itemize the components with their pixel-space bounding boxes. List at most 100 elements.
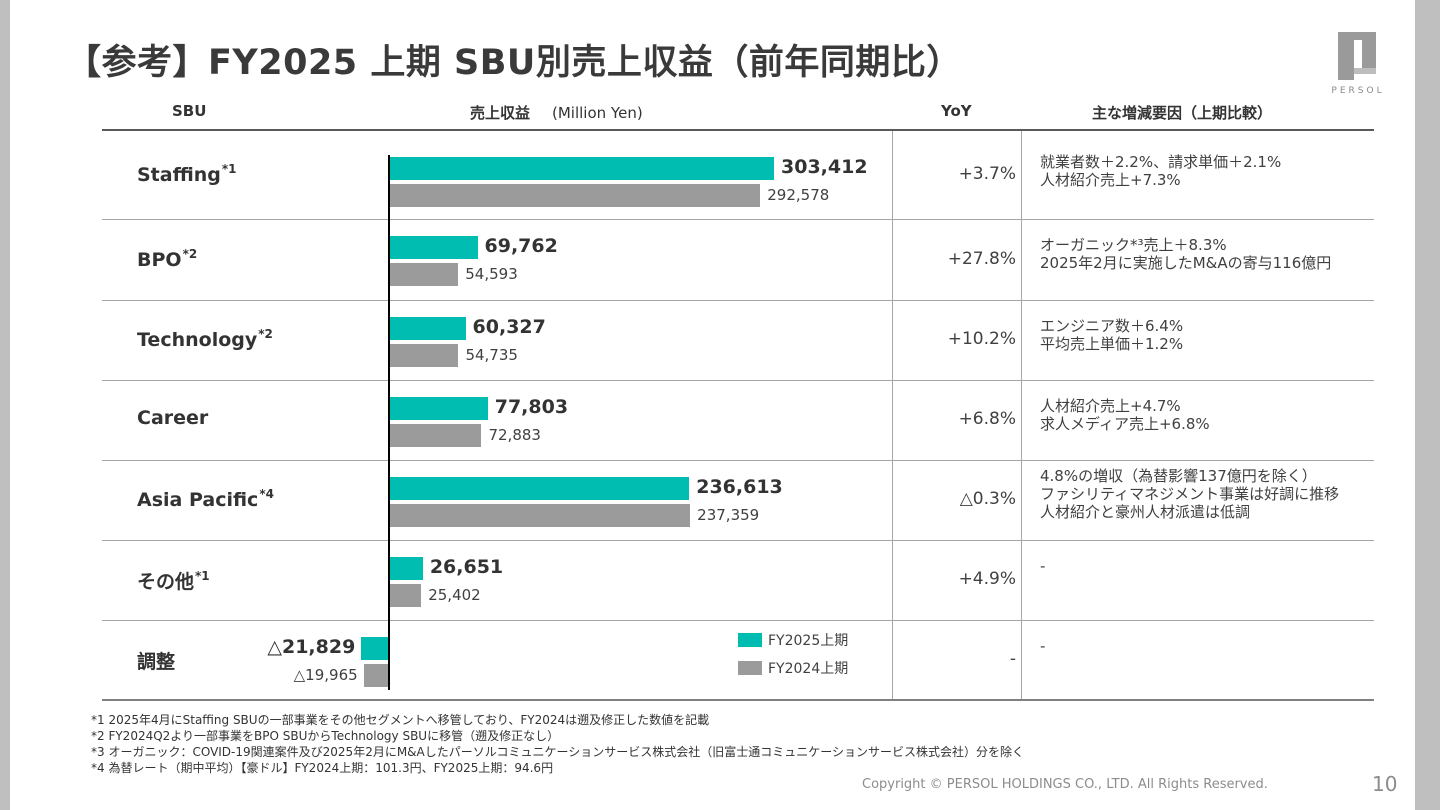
data-label-fy2024: 237,359 xyxy=(697,506,760,524)
data-label-fy2025: 236,613 xyxy=(696,476,783,498)
bar-fy2024 xyxy=(389,424,482,447)
factor-text: 人材紹介売上+7.3% xyxy=(1040,171,1181,189)
bar-fy2025 xyxy=(389,157,774,180)
bar-fy2024 xyxy=(389,344,459,367)
yoy-value: - xyxy=(1009,648,1016,669)
data-label-fy2024: 54,593 xyxy=(465,265,518,283)
bar-fy2024 xyxy=(389,584,422,607)
header-revenue: 売上収益 (Million Yen) xyxy=(470,102,643,123)
header-revenue-label: 売上収益 xyxy=(470,104,531,122)
data-label-fy2025: 26,651 xyxy=(429,556,504,578)
bar-fy2024 xyxy=(389,504,691,527)
sbu-name: Technology*2 xyxy=(137,327,273,351)
factor-text: - xyxy=(1040,557,1046,575)
sbu-label: Career xyxy=(137,407,209,429)
bar-fy2024 xyxy=(389,263,459,286)
data-label-fy2025: △21,829 xyxy=(267,636,356,658)
bar-fy2025 xyxy=(389,317,466,340)
legend-fy2024: FY2024上期 xyxy=(738,658,848,678)
factor-text: オーガニック*³売上＋8.3% xyxy=(1040,236,1227,254)
sbu-name: Asia Pacific*4 xyxy=(137,487,274,511)
legend-swatch xyxy=(738,633,762,647)
data-label-fy2025: 303,412 xyxy=(781,156,868,178)
bar-fy2025 xyxy=(389,397,488,420)
data-label-fy2024: 25,402 xyxy=(428,586,481,604)
persol-logo: PERSOL xyxy=(1328,30,1388,100)
chart-axis xyxy=(388,155,390,690)
sbu-label: Asia Pacific xyxy=(137,489,259,511)
yoy-value: △0.3% xyxy=(959,489,1016,509)
legend-fy2025: FY2025上期 xyxy=(738,630,848,650)
yoy-value: +10.2% xyxy=(947,329,1016,349)
row-divider xyxy=(102,380,1374,381)
data-label-fy2024: 54,735 xyxy=(465,346,518,364)
header-divider xyxy=(102,129,1374,131)
copyright: Copyright © PERSOL HOLDINGS CO., LTD. Al… xyxy=(862,777,1268,792)
data-label-fy2025: 69,762 xyxy=(484,235,558,257)
header-yoy: YoY xyxy=(941,102,972,120)
sbu-label: その他 xyxy=(137,571,195,593)
slide-border-left xyxy=(0,0,10,810)
header-sbu: SBU xyxy=(172,102,207,120)
row-divider xyxy=(102,540,1374,541)
table-bottom-line xyxy=(102,699,1374,701)
footnote-ref: *2 xyxy=(182,246,198,261)
bar-fy2025 xyxy=(389,236,478,259)
sbu-label: 調整 xyxy=(137,650,176,673)
yoy-value: +4.9% xyxy=(958,569,1016,589)
yoy-value: +6.8% xyxy=(958,409,1016,429)
sbu-label: BPO xyxy=(137,248,182,271)
sbu-name: 調整 xyxy=(137,647,175,674)
legend-label: FY2025上期 xyxy=(768,633,849,649)
bar-fy2024 xyxy=(363,664,389,687)
data-label-fy2024: 72,883 xyxy=(488,426,541,444)
legend-swatch xyxy=(738,661,762,675)
header-factors: 主な増減要因（上期比較） xyxy=(1092,104,1273,122)
footnote-ref: *4 xyxy=(259,487,274,501)
footnote-ref: *2 xyxy=(258,327,273,341)
sbu-label: Technology xyxy=(137,329,258,351)
footnote-ref: *1 xyxy=(195,569,210,583)
slide-title: 【参考】FY2025 上期 SBU別売上収益（前年同期比） xyxy=(66,43,962,83)
factor-text: - xyxy=(1040,637,1046,655)
factor-text: ファシリティマネジメント事業は好調に推移 xyxy=(1040,485,1340,503)
persol-logo-icon xyxy=(1338,32,1376,80)
bar-fy2025 xyxy=(361,637,389,660)
column-divider xyxy=(892,131,893,699)
sbu-name: その他*1 xyxy=(137,567,210,594)
footnotes: *1 2025年4月にStaffing SBUの一部事業をその他セグメントへ移管… xyxy=(91,712,1024,776)
factor-text: 人材紹介売上+4.7% xyxy=(1040,397,1181,415)
sbu-name: BPO*2 xyxy=(137,247,197,271)
row-divider xyxy=(102,460,1374,461)
data-label-fy2025: 60,327 xyxy=(472,316,546,338)
footnote: *2 FY2024Q2より一部事業をBPO SBUからTechnology SB… xyxy=(91,729,560,743)
header-unit: (Million Yen) xyxy=(552,104,643,122)
row-divider xyxy=(102,219,1374,220)
factor-text: エンジニア数＋6.4% xyxy=(1040,317,1184,335)
factor-text: 求人メディア売上+6.8% xyxy=(1040,415,1210,433)
factor-text: 人材紹介と豪州人材派遣は低調 xyxy=(1040,503,1251,521)
footnote: *3 オーガニック：COVID-19関連案件及び2025年2月にM&Aしたパーソ… xyxy=(91,745,1025,759)
data-label-fy2024: 292,578 xyxy=(767,186,830,204)
bar-fy2024 xyxy=(389,184,761,207)
footnote: *1 2025年4月にStaffing SBUの一部事業をその他セグメントへ移管… xyxy=(91,713,710,727)
legend-label: FY2024上期 xyxy=(768,661,849,677)
factor-text: 2025年2月に実施したM&Aの寄与116億円 xyxy=(1040,254,1332,272)
slide-border-right xyxy=(1415,0,1440,810)
data-label-fy2025: 77,803 xyxy=(494,396,569,418)
factor-text: 就業者数＋2.2%、請求単価＋2.1% xyxy=(1040,153,1282,171)
sbu-label: Staffing xyxy=(137,163,221,186)
footnote: *4 為替レート（期中平均）【豪ドル】FY2024上期：101.3円、FY202… xyxy=(91,761,554,775)
bar-fy2025 xyxy=(389,477,690,500)
data-label-fy2024: △19,965 xyxy=(293,666,358,684)
column-divider xyxy=(1021,131,1022,699)
page-number: 10 xyxy=(1372,772,1398,796)
yoy-value: +27.8% xyxy=(947,248,1016,269)
yoy-value: +3.7% xyxy=(958,163,1016,184)
logo-text: PERSOL xyxy=(1331,86,1385,96)
factor-text: 平均売上単価＋1.2% xyxy=(1040,335,1184,353)
row-divider xyxy=(102,300,1374,301)
row-divider xyxy=(102,620,1374,621)
sbu-name: Staffing*1 xyxy=(137,162,237,186)
footnote-ref: *1 xyxy=(221,161,237,176)
